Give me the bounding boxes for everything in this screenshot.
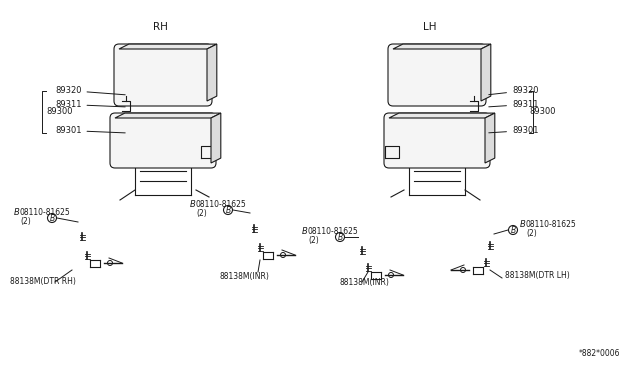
Text: 88138M(INR): 88138M(INR) bbox=[220, 272, 270, 281]
Text: 89300: 89300 bbox=[46, 106, 72, 115]
Text: (2): (2) bbox=[308, 236, 319, 245]
Text: B: B bbox=[14, 208, 20, 217]
Polygon shape bbox=[115, 113, 221, 118]
Polygon shape bbox=[485, 113, 495, 163]
Text: 89301: 89301 bbox=[55, 126, 125, 135]
Text: 88138M(DTR RH): 88138M(DTR RH) bbox=[10, 277, 76, 286]
Text: B: B bbox=[302, 227, 308, 236]
Polygon shape bbox=[389, 113, 495, 118]
Text: 08110-81625: 08110-81625 bbox=[308, 227, 359, 236]
Text: *882*0006: *882*0006 bbox=[579, 349, 620, 358]
Polygon shape bbox=[207, 44, 217, 101]
Text: B: B bbox=[510, 226, 516, 235]
FancyBboxPatch shape bbox=[110, 113, 216, 168]
Text: 88138M(DTR LH): 88138M(DTR LH) bbox=[505, 271, 570, 280]
Text: (2): (2) bbox=[20, 217, 31, 226]
Text: 08110-81625: 08110-81625 bbox=[196, 200, 247, 209]
Text: 89311: 89311 bbox=[489, 100, 538, 109]
Text: (2): (2) bbox=[196, 209, 207, 218]
Text: B: B bbox=[520, 220, 525, 229]
Text: B: B bbox=[49, 214, 54, 223]
Text: B: B bbox=[337, 233, 342, 242]
Text: 89320: 89320 bbox=[489, 86, 538, 95]
Text: 88138M(INR): 88138M(INR) bbox=[340, 278, 390, 287]
FancyBboxPatch shape bbox=[388, 44, 486, 106]
Text: RH: RH bbox=[152, 22, 168, 32]
Text: 08110-81625: 08110-81625 bbox=[526, 220, 577, 229]
Polygon shape bbox=[393, 44, 491, 49]
Polygon shape bbox=[119, 44, 217, 49]
Text: (2): (2) bbox=[526, 229, 537, 238]
Text: 08110-81625: 08110-81625 bbox=[20, 208, 71, 217]
Text: LH: LH bbox=[423, 22, 436, 32]
Polygon shape bbox=[481, 44, 491, 101]
Text: 89311: 89311 bbox=[55, 100, 125, 109]
Text: 89320: 89320 bbox=[55, 86, 125, 95]
Text: 89301: 89301 bbox=[489, 126, 538, 135]
FancyBboxPatch shape bbox=[384, 113, 490, 168]
Text: B: B bbox=[225, 206, 230, 215]
Text: B: B bbox=[190, 200, 196, 209]
FancyBboxPatch shape bbox=[114, 44, 212, 106]
Polygon shape bbox=[211, 113, 221, 163]
Text: 89300: 89300 bbox=[529, 106, 556, 115]
